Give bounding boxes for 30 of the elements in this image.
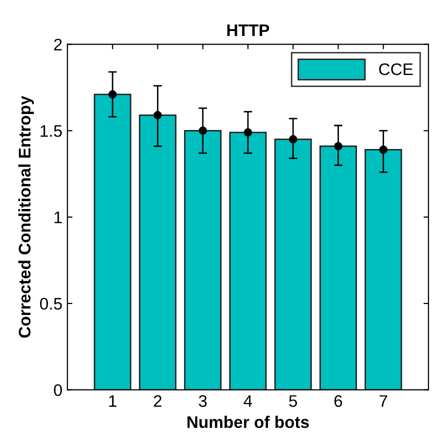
- chart-title: HTTP: [227, 24, 270, 36]
- point: [108, 90, 117, 99]
- x-tick-label: 2: [154, 395, 162, 407]
- y-tick-label: 1.5: [40, 125, 62, 137]
- y-tick-label: 1: [54, 212, 62, 224]
- point: [288, 135, 298, 144]
- bar: [138, 114, 176, 390]
- point: [379, 146, 388, 154]
- bar: [229, 132, 267, 390]
- x-tick-label: 3: [198, 395, 207, 407]
- bar: [319, 146, 357, 390]
- bar: [364, 148, 402, 390]
- x-axis-title: Number of bots: [187, 416, 309, 428]
- y-tick-label: 0: [54, 384, 62, 396]
- legend-label: CCE: [379, 63, 413, 76]
- x-tick-label: 5: [289, 395, 298, 407]
- point: [244, 128, 252, 137]
- x-tick-label: 6: [334, 395, 342, 407]
- y-tick-label: 2: [54, 38, 62, 50]
- bar: [94, 94, 132, 390]
- point: [198, 126, 207, 135]
- point: [154, 110, 162, 120]
- y-axis-title: Corrected Conditional Entropy: [18, 96, 34, 338]
- bar: [274, 138, 312, 390]
- x-tick-label: 4: [244, 395, 252, 407]
- x-tick-label: 1: [109, 395, 116, 407]
- y-tick-label: 0.5: [40, 298, 62, 310]
- point: [334, 142, 342, 150]
- x-tick-label: 7: [380, 395, 388, 407]
- bar: [184, 130, 222, 390]
